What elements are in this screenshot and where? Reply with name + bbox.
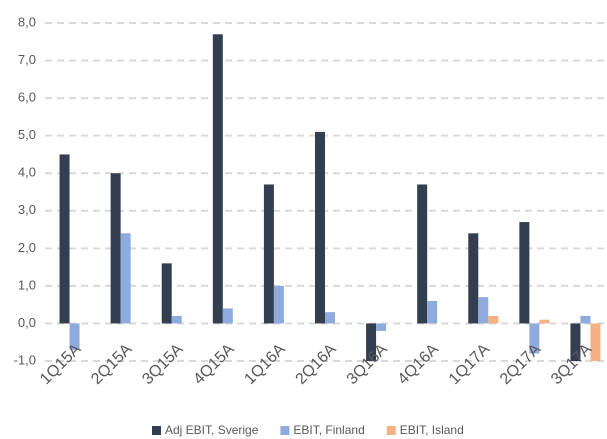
bar [519, 222, 530, 324]
bar [161, 263, 172, 324]
bar [59, 154, 70, 324]
bar [325, 312, 335, 324]
y-tick-label: 3,0 [18, 202, 36, 217]
y-tick-label: 6,0 [18, 90, 36, 105]
bar [590, 323, 601, 361]
bar [110, 173, 121, 324]
bar [427, 300, 438, 324]
legend-label: EBIT, Finland [293, 423, 364, 437]
x-tick-label: 4Q15A [190, 341, 237, 388]
y-tick-label: -1,0 [14, 352, 36, 367]
bar [69, 323, 80, 350]
y-tick-label: 5,0 [18, 127, 36, 142]
bar [212, 34, 223, 324]
x-tick-label: 2Q15A [88, 341, 135, 388]
bar [570, 323, 581, 361]
legend-swatch [152, 426, 161, 435]
bar [529, 323, 540, 354]
x-tick-label: 3Q15A [139, 341, 186, 388]
bar [417, 184, 428, 324]
x-tick-label: 2Q16A [293, 341, 340, 388]
x-tick-label: 2Q17A [497, 341, 544, 388]
bar [120, 233, 131, 324]
legend-label: Adj EBIT, Sverige [165, 423, 259, 437]
bar [478, 297, 489, 324]
bar [366, 323, 377, 361]
bar [468, 233, 479, 324]
legend-label: EBIT, Island [400, 423, 464, 437]
bar [263, 184, 274, 324]
bar [488, 315, 499, 324]
y-tick-label: 2,0 [18, 240, 36, 255]
bar [222, 308, 233, 324]
y-tick-label: 8,0 [18, 14, 36, 29]
x-tick-label: 1Q16A [241, 341, 288, 388]
bar [539, 319, 550, 324]
legend-swatch [280, 426, 290, 435]
y-tick-label: 1,0 [18, 277, 36, 292]
y-tick-label: 7,0 [18, 52, 36, 67]
bar [273, 285, 284, 324]
bar [580, 315, 591, 324]
y-tick-label: 0,0 [18, 315, 36, 330]
bar [315, 131, 325, 324]
y-tick-label: 4,0 [18, 165, 36, 180]
x-tick-label: 1Q17A [446, 341, 493, 388]
x-tick-label: 1Q15A [37, 341, 84, 388]
legend-swatch [386, 426, 396, 435]
bar [171, 315, 182, 324]
x-tick-label: 4Q16A [395, 341, 442, 388]
bar [376, 323, 387, 331]
